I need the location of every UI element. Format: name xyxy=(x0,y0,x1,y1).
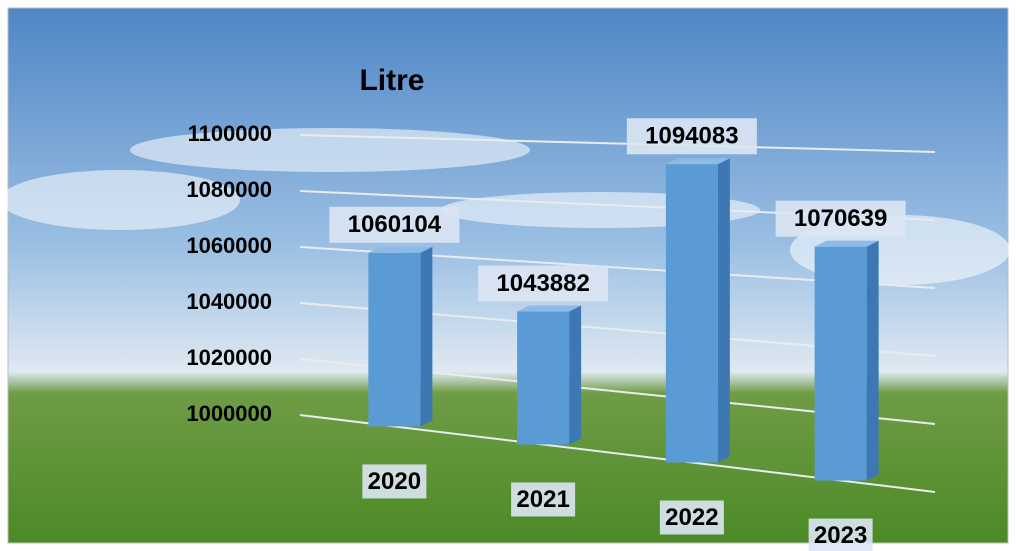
x-tick-label: 2022 xyxy=(665,504,718,531)
bar-side xyxy=(420,247,432,427)
bar xyxy=(666,164,718,462)
chart: Litre 1000000 1020000 1040000 1060000 108000… xyxy=(0,0,1016,551)
bar-side xyxy=(569,306,581,445)
bar xyxy=(815,247,867,481)
y-tick-label: 1040000 xyxy=(186,289,272,314)
x-tick-label: 2020 xyxy=(368,468,421,495)
value-label: 1094083 xyxy=(645,123,738,150)
y-tick-label: 1080000 xyxy=(186,177,272,202)
y-tick-label: 1000000 xyxy=(186,401,272,426)
bar xyxy=(517,312,569,445)
value-label: 1043882 xyxy=(496,270,589,297)
chart-title: Litre xyxy=(359,64,424,97)
value-label: 1060104 xyxy=(348,211,442,238)
y-tick-label: 1100000 xyxy=(188,121,272,146)
value-label: 1070639 xyxy=(794,205,887,232)
x-tick-label: 2023 xyxy=(814,522,867,549)
bar-side xyxy=(718,158,730,462)
bar xyxy=(368,253,420,427)
x-tick-label: 2021 xyxy=(516,486,569,513)
bar-side xyxy=(867,241,879,481)
y-tick-label: 1020000 xyxy=(186,345,272,370)
y-tick-label: 1060000 xyxy=(186,233,272,258)
